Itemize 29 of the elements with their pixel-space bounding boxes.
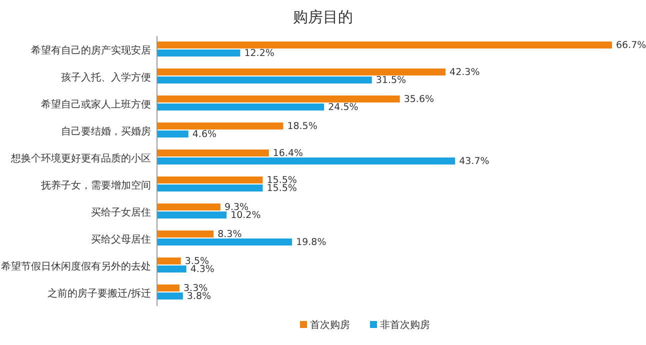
data-label: 10.2% — [230, 210, 261, 221]
data-label: 12.2% — [244, 48, 274, 59]
y-tick-label: 孩子入托、入学方便 — [61, 72, 151, 84]
data-label: 19.8% — [296, 237, 326, 248]
data-label: 18.5% — [287, 121, 318, 132]
data-label: 3.8% — [186, 291, 212, 302]
y-tick-label: 之前的房子要搬迁/拆迁 — [48, 288, 151, 300]
data-label: 31.5% — [376, 75, 406, 86]
data-label: 66.7% — [616, 40, 646, 51]
data-label: 16.4% — [272, 148, 304, 159]
data-label: 4.3% — [190, 264, 214, 275]
title: 购房目的 — [293, 8, 353, 26]
y-tick-label: 希望有自己的房产实现安居 — [31, 44, 151, 56]
y-tick-label: 买给子女居住 — [91, 206, 151, 218]
legend-label: 非首次购房 — [380, 319, 430, 331]
data-label: 8.3% — [218, 229, 242, 240]
y-tick-label: 希望节假日休闲度假有另外的去处 — [1, 260, 151, 272]
y-tick-label: 自己要结婚，买婚房 — [61, 126, 151, 138]
data-label: 42.3% — [450, 67, 480, 78]
data-label: 4.6% — [192, 129, 217, 140]
data-label: 24.5% — [328, 102, 358, 113]
y-tick-label: 买给父母居住 — [91, 234, 151, 246]
data-label: 35.6% — [404, 94, 434, 105]
y-tick-label: 希望自己或家人上班方便 — [41, 98, 151, 110]
y-tick-label: 抚养子女，需要增加空间 — [40, 180, 151, 192]
data-label: 15.5% — [266, 183, 297, 194]
data-label: 43.7% — [459, 156, 490, 167]
legend-label: 首次购房 — [310, 319, 350, 331]
y-tick-label: 想换个环境更好更有品质的小区 — [10, 152, 151, 164]
